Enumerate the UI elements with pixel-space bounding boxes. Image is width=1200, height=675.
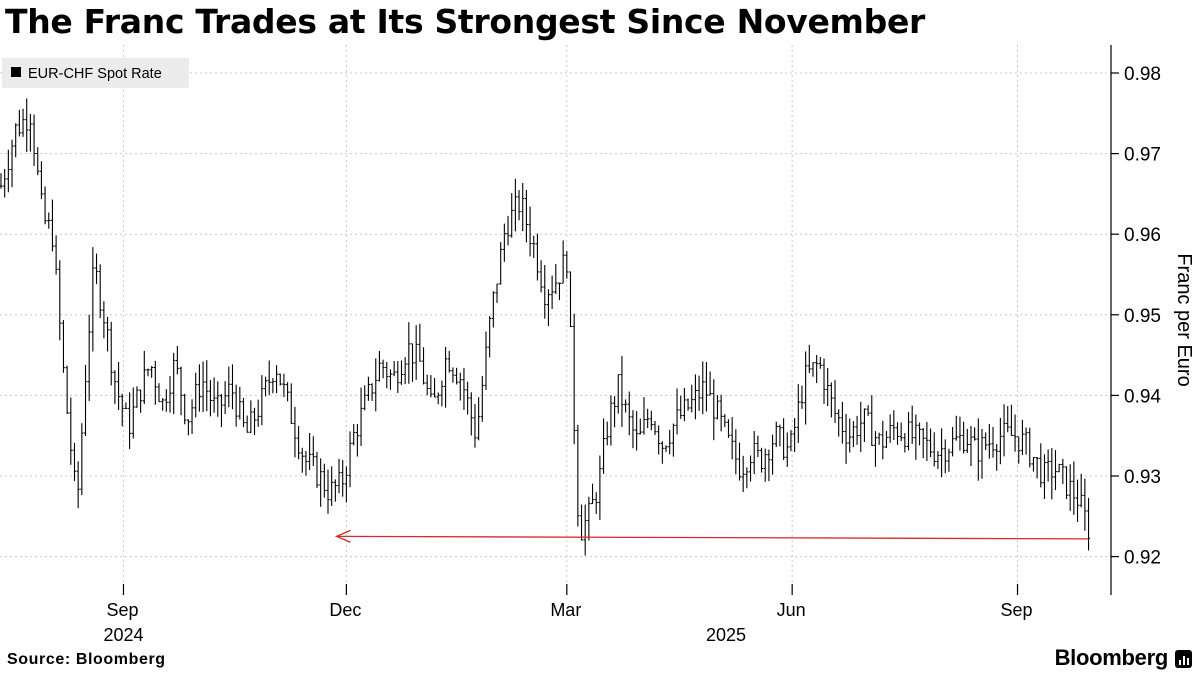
legend: EUR-CHF Spot Rate: [2, 58, 189, 88]
legend-box: [2, 58, 189, 88]
y-tick-label: 0.97: [1124, 145, 1161, 166]
chart-title: The Franc Trades at Its Strongest Since …: [5, 2, 926, 41]
x-ticks: Sep Dec Mar Jun Sep 2024 2025: [103, 584, 1033, 645]
bloomberg-terminal-icon: [1175, 650, 1192, 668]
y-tick-label: 0.96: [1124, 225, 1161, 246]
ohlc-series: [0, 98, 1091, 556]
y-ticks: 0.92 0.93 0.94 0.95 0.96 0.97 0.98: [1111, 64, 1161, 569]
grid: [0, 45, 1111, 595]
y-tick-label: 0.98: [1124, 64, 1161, 85]
y-axis-label: Franc per Euro: [1173, 253, 1195, 386]
y-tick-label: 0.95: [1124, 306, 1161, 327]
x-tick-label: Sep: [1001, 600, 1033, 620]
x-tick-label: Dec: [329, 600, 361, 620]
legend-swatch: [11, 67, 21, 77]
y-tick-label: 0.94: [1124, 386, 1161, 407]
x-tick-label: Sep: [106, 600, 138, 620]
x-year-label: 2025: [706, 625, 746, 645]
y-tick-label: 0.92: [1124, 548, 1161, 569]
legend-label: EUR-CHF Spot Rate: [28, 66, 162, 82]
y-tick-label: 0.93: [1124, 467, 1161, 488]
x-tick-label: Mar: [550, 600, 581, 620]
source-note: Source: Bloomberg: [7, 651, 166, 668]
brand-logo: Bloomberg: [1054, 645, 1169, 670]
annotation-arrow-line: [336, 535, 1089, 540]
x-year-label: 2024: [103, 625, 143, 645]
x-tick-label: Jun: [777, 600, 806, 620]
annotation: [334, 529, 1089, 543]
annotation-arrow-head: [334, 529, 351, 543]
